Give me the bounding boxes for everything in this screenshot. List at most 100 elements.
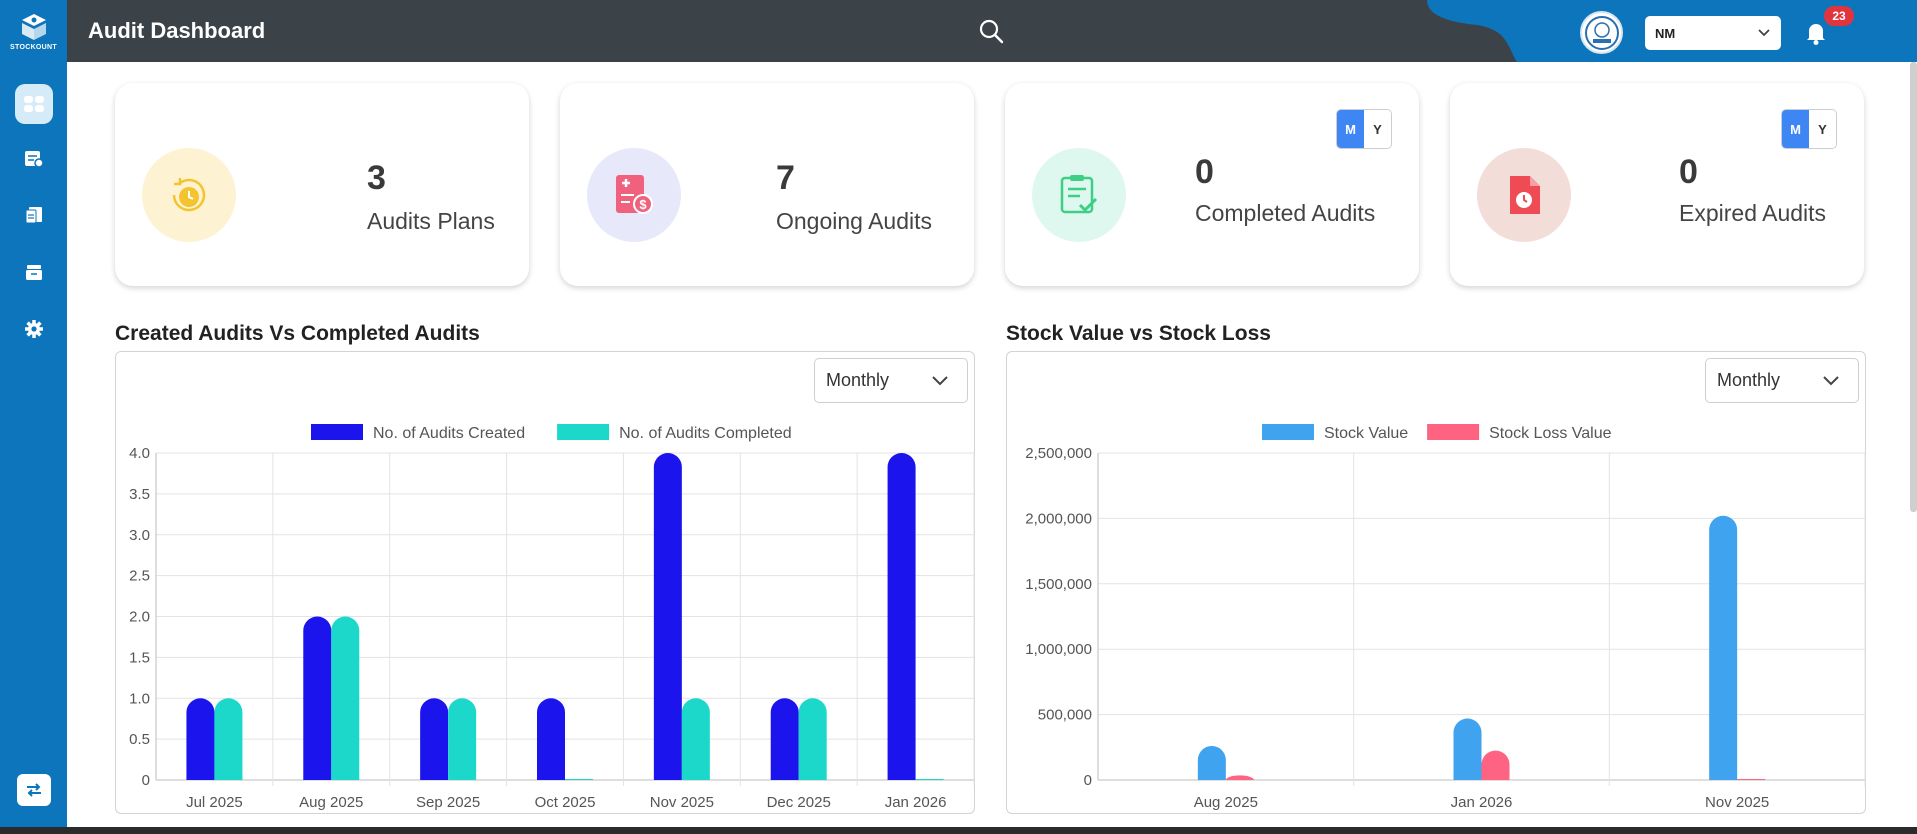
y-tick-label: 1,000,000 bbox=[1025, 641, 1092, 658]
ongoing-audits-icon-circle: $ bbox=[587, 148, 681, 242]
bar-no-of-audits-created-1[interactable] bbox=[303, 616, 332, 781]
organization-logo bbox=[1580, 11, 1623, 54]
sidebar-item-audit-reports[interactable] bbox=[16, 197, 52, 233]
bar-no-of-audits-completed-2[interactable] bbox=[448, 698, 477, 780]
logo-text: STOCKOUNT bbox=[10, 44, 57, 51]
audits-chart-panel: No. of Audits Created No. of Audits Compl… bbox=[115, 351, 975, 814]
toggle-year-button[interactable]: Y bbox=[1809, 110, 1836, 148]
bar-stock-loss-value-2[interactable] bbox=[1737, 779, 1766, 780]
bar-no-of-audits-completed-5[interactable] bbox=[798, 698, 827, 780]
expired-audits-count: 0 bbox=[1679, 153, 1698, 191]
legend-swatch bbox=[311, 424, 363, 440]
audits-chart-title: Created Audits Vs Completed Audits bbox=[115, 322, 480, 345]
bar-stock-loss-value-1[interactable] bbox=[1481, 750, 1510, 780]
bar-no-of-audits-created-2[interactable] bbox=[420, 698, 449, 780]
y-tick-label: 2.0 bbox=[129, 609, 150, 626]
sidebar-item-inventory[interactable] bbox=[16, 254, 52, 290]
sidebar-item-settings[interactable] bbox=[16, 311, 52, 347]
card-expired-audits[interactable]: M Y 0 Expired Audits bbox=[1450, 83, 1864, 286]
sidebar-item-dashboard[interactable] bbox=[15, 84, 53, 124]
y-tick-label: 4.0 bbox=[129, 445, 150, 462]
expired-audits-icon-circle bbox=[1477, 148, 1571, 242]
swap-icon bbox=[27, 783, 41, 797]
user-select[interactable]: NM bbox=[1645, 16, 1781, 50]
card-audit-plans[interactable]: 3 Audits Plans bbox=[115, 83, 529, 286]
bar-no-of-audits-completed-1[interactable] bbox=[331, 616, 360, 781]
user-initials: NM bbox=[1655, 25, 1676, 41]
stack-icon bbox=[26, 265, 42, 280]
legend-item[interactable]: No. of Audits Created bbox=[311, 424, 525, 442]
legend-label: Stock Value bbox=[1324, 425, 1408, 442]
legend-swatch bbox=[557, 424, 610, 440]
bar-no-of-audits-created-5[interactable] bbox=[770, 698, 799, 780]
organization-emblem-icon bbox=[1584, 15, 1619, 50]
legend-label: No. of Audits Completed bbox=[619, 425, 792, 442]
bell-icon bbox=[1807, 24, 1825, 45]
legend-item[interactable]: Stock Loss Value bbox=[1427, 424, 1612, 442]
x-tick-label: Jul 2025 bbox=[186, 794, 243, 811]
x-tick-label: Sep 2025 bbox=[416, 794, 480, 811]
stockount-logo-icon bbox=[21, 14, 46, 40]
toggle-month-button[interactable]: M bbox=[1782, 110, 1809, 148]
bar-no-of-audits-created-6[interactable] bbox=[887, 453, 916, 780]
stock-period-select[interactable]: Monthly bbox=[1705, 358, 1859, 403]
bar-no-of-audits-created-3[interactable] bbox=[537, 698, 565, 780]
x-tick-label: Aug 2025 bbox=[299, 794, 363, 811]
y-tick-label: 3.5 bbox=[129, 486, 150, 503]
y-tick-label: 0 bbox=[1084, 772, 1092, 789]
bottom-edge bbox=[0, 827, 1917, 834]
legend-item[interactable]: No. of Audits Completed bbox=[557, 424, 792, 442]
bar-no-of-audits-completed-6[interactable] bbox=[915, 779, 944, 780]
bar-stock-value-1[interactable] bbox=[1453, 718, 1482, 780]
legend-swatch bbox=[1262, 424, 1314, 440]
x-tick-label: Oct 2025 bbox=[535, 794, 596, 811]
audits-period-value: Monthly bbox=[826, 370, 890, 390]
bar-stock-value-0[interactable] bbox=[1197, 745, 1226, 780]
bar-no-of-audits-completed-4[interactable] bbox=[681, 698, 710, 780]
audit-plans-count: 3 bbox=[367, 159, 386, 197]
audits-period-select[interactable]: Monthly bbox=[814, 358, 968, 403]
legend-swatch bbox=[1427, 424, 1480, 440]
ongoing-audit-icon: $ bbox=[616, 175, 653, 214]
page-scrollbar[interactable] bbox=[1910, 62, 1917, 512]
expired-audit-icon bbox=[1510, 176, 1540, 214]
bar-stock-loss-value-0[interactable] bbox=[1225, 775, 1254, 780]
toggle-month-button[interactable]: M bbox=[1337, 110, 1364, 148]
card-ongoing-audits[interactable]: $ 7 Ongoing Audits bbox=[560, 83, 974, 286]
bar-no-of-audits-created-0[interactable] bbox=[186, 698, 215, 780]
x-tick-label: Nov 2025 bbox=[1705, 794, 1769, 811]
audit-plan-icon bbox=[25, 151, 44, 168]
ongoing-audits-label: Ongoing Audits bbox=[776, 208, 933, 234]
search-icon bbox=[979, 19, 1004, 44]
bar-stock-value-2[interactable] bbox=[1709, 515, 1738, 780]
completed-audits-label: Completed Audits bbox=[1195, 200, 1376, 226]
y-tick-label: 2.5 bbox=[129, 568, 150, 585]
audit-report-icon bbox=[25, 207, 42, 224]
toggle-year-button[interactable]: Y bbox=[1364, 110, 1391, 148]
completed-audits-icon-circle bbox=[1032, 148, 1126, 242]
legend-item[interactable]: Stock Value bbox=[1262, 424, 1408, 442]
completed-audits-count: 0 bbox=[1195, 153, 1214, 191]
x-tick-label: Jan 2026 bbox=[1451, 794, 1513, 811]
audit-plans-icon-circle bbox=[142, 148, 236, 242]
legend-label: Stock Loss Value bbox=[1489, 425, 1612, 442]
expired-audits-label: Expired Audits bbox=[1679, 200, 1827, 226]
notifications-button[interactable] bbox=[1802, 18, 1830, 46]
card-completed-audits[interactable]: M Y 0 Completed Audits bbox=[1005, 83, 1419, 286]
dashboard-icon bbox=[24, 96, 44, 112]
bar-no-of-audits-completed-3[interactable] bbox=[565, 779, 593, 780]
sidebar-item-audit-plans[interactable] bbox=[16, 141, 52, 177]
y-tick-label: 2,500,000 bbox=[1025, 445, 1092, 462]
bar-no-of-audits-completed-0[interactable] bbox=[214, 698, 243, 780]
search-button[interactable] bbox=[977, 17, 1005, 45]
stock-chart-title: Stock Value vs Stock Loss bbox=[1006, 322, 1271, 345]
ongoing-audits-count: 7 bbox=[776, 159, 795, 197]
notification-badge: 23 bbox=[1824, 6, 1854, 26]
app-logo[interactable]: STOCKOUNT bbox=[6, 12, 61, 60]
bar-no-of-audits-created-4[interactable] bbox=[653, 453, 682, 780]
svg-text:$: $ bbox=[639, 197, 647, 212]
y-tick-label: 500,000 bbox=[1038, 707, 1092, 724]
stock-bar-chart: Stock Value Stock Loss Value 0 500,000 1,000… bbox=[1025, 424, 1866, 811]
gear-icon bbox=[25, 320, 43, 338]
sidebar-toggle-button[interactable] bbox=[17, 774, 51, 806]
